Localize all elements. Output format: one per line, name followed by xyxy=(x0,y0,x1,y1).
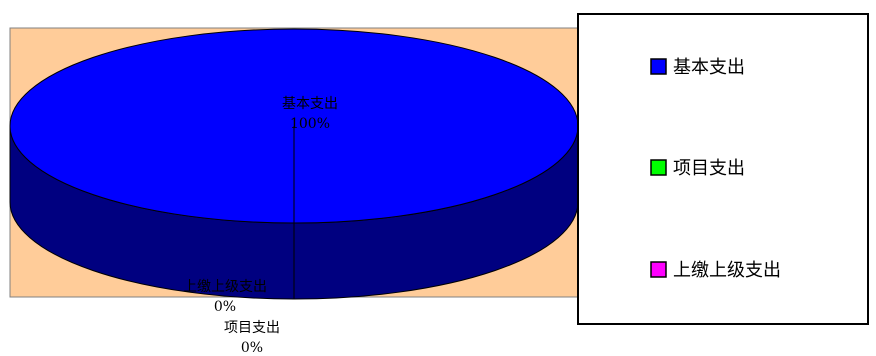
data-label-pct-project: 0% xyxy=(241,340,263,356)
legend-swatch-remit xyxy=(650,261,667,278)
pie-body xyxy=(9,28,579,300)
data-label-pct-basic: 100% xyxy=(290,116,330,132)
data-label-name-remit: 上缴上级支出 xyxy=(183,279,267,295)
legend-label-project: 项目支出 xyxy=(673,158,745,179)
legend-swatch-basic xyxy=(650,58,667,75)
legend: 基本支出 项目支出 上缴上级支出 xyxy=(577,13,869,325)
legend-label-basic: 基本支出 xyxy=(673,57,745,78)
legend-label-remit: 上缴上级支出 xyxy=(673,260,781,281)
data-label-name-project: 项目支出 xyxy=(224,320,280,336)
legend-box xyxy=(577,13,869,325)
legend-swatch-project xyxy=(650,159,667,176)
data-label-pct-remit: 0% xyxy=(214,299,236,315)
data-labels: 基本支出 100% 上缴上级支出 0% 项目支出 0% xyxy=(183,95,338,356)
data-label-name-basic: 基本支出 xyxy=(282,95,338,112)
